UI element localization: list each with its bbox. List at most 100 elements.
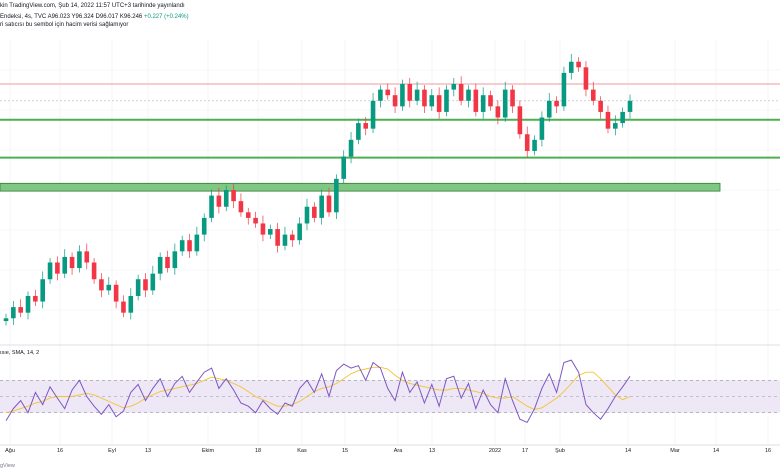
candle-body — [231, 190, 236, 202]
candle — [613, 115, 618, 136]
ohlc-open: A96.023 — [47, 14, 70, 20]
x-tick-label: Kas — [297, 448, 307, 454]
price-levels — [0, 83, 780, 192]
candle — [33, 289, 38, 306]
candle-body — [11, 307, 16, 319]
candle — [99, 273, 104, 298]
candle-body — [627, 100, 633, 112]
candle — [334, 174, 339, 219]
x-tick-label: 18 — [255, 448, 261, 454]
candle — [77, 245, 82, 273]
candle-body — [502, 89, 508, 118]
candle-body — [370, 100, 376, 129]
candle-body — [429, 95, 435, 107]
candle — [458, 76, 464, 106]
candle — [201, 213, 207, 242]
candle-body — [334, 178, 339, 213]
candle-body — [18, 307, 23, 313]
candle — [275, 222, 280, 253]
candle — [385, 83, 391, 100]
candle — [568, 53, 574, 80]
candle — [436, 87, 442, 119]
x-tick-label: 16 — [57, 448, 63, 454]
candle — [245, 207, 251, 225]
x-axis: Ağu 16 Eyl 13 Ekim 18 Kas 15 Ara 13 2022 17 Şub 14 Mar… — [5, 448, 771, 454]
candle-body — [532, 139, 537, 151]
candle — [466, 85, 471, 108]
candle-body — [348, 139, 354, 157]
candle-body — [143, 279, 148, 291]
candle — [106, 277, 112, 295]
candle-body — [605, 111, 611, 129]
candle-body — [561, 72, 567, 107]
x-tick-label: 14 — [625, 448, 631, 454]
candle — [473, 83, 479, 117]
candle-body — [253, 217, 258, 224]
candle-body — [554, 100, 559, 107]
candle-body — [378, 89, 383, 101]
candle — [627, 94, 633, 119]
candle-body — [209, 195, 214, 218]
candle-body — [150, 273, 156, 291]
candle-body — [576, 61, 581, 68]
candle — [47, 258, 53, 284]
candle — [223, 185, 229, 212]
candle-body — [488, 95, 493, 107]
candle — [605, 105, 611, 134]
candle-body — [128, 295, 134, 313]
candle-body — [480, 95, 486, 112]
publish-info: kin TradingView.com, Şub 14, 2022 11:57 … — [0, 3, 185, 9]
candle-body — [422, 89, 427, 107]
candle — [510, 85, 515, 114]
candle — [260, 215, 266, 242]
candle-body — [40, 279, 46, 302]
x-tick-label: Şub — [555, 448, 565, 454]
candle-body — [341, 156, 346, 179]
candle — [172, 243, 178, 275]
candle-body — [436, 95, 442, 112]
candle-body — [216, 195, 222, 207]
candle-body — [297, 223, 302, 241]
candle-body — [172, 251, 178, 269]
candle — [488, 90, 493, 111]
candle-body — [407, 84, 413, 101]
candle-body — [304, 206, 310, 224]
candle — [598, 96, 603, 119]
x-tick-label: 13 — [429, 448, 435, 454]
candle-body — [275, 229, 280, 246]
candle — [524, 126, 530, 158]
candle-body — [33, 295, 38, 302]
candle — [297, 217, 302, 245]
candle-body — [47, 262, 53, 280]
candle-body — [539, 117, 545, 140]
rsi-ma-line — [5, 366, 631, 414]
candle-body — [77, 251, 82, 269]
x-tick-label: 13 — [145, 448, 151, 454]
candlestick-series — [3, 53, 633, 326]
x-tick-label: 2022 — [489, 448, 501, 454]
candle — [356, 118, 361, 145]
candle-body — [201, 217, 207, 235]
ohlc-high: Y96.324 — [71, 14, 94, 20]
candle — [18, 299, 23, 318]
candle-body — [62, 256, 68, 274]
candle-body — [326, 195, 332, 213]
candle-body — [620, 111, 625, 124]
candle — [231, 183, 236, 208]
candle — [69, 252, 75, 275]
candle — [91, 258, 97, 284]
candle — [341, 150, 346, 184]
candle-body — [466, 89, 471, 101]
candle — [429, 89, 435, 111]
candle-body — [385, 89, 391, 96]
candle-body — [583, 67, 589, 90]
candle-body — [568, 61, 574, 73]
candle — [620, 107, 625, 128]
candle — [290, 230, 295, 247]
candle-body — [444, 89, 449, 112]
support-zone — [0, 182, 721, 192]
candle-body — [99, 279, 104, 291]
candle-body — [3, 318, 9, 322]
chart-grid — [0, 40, 780, 446]
